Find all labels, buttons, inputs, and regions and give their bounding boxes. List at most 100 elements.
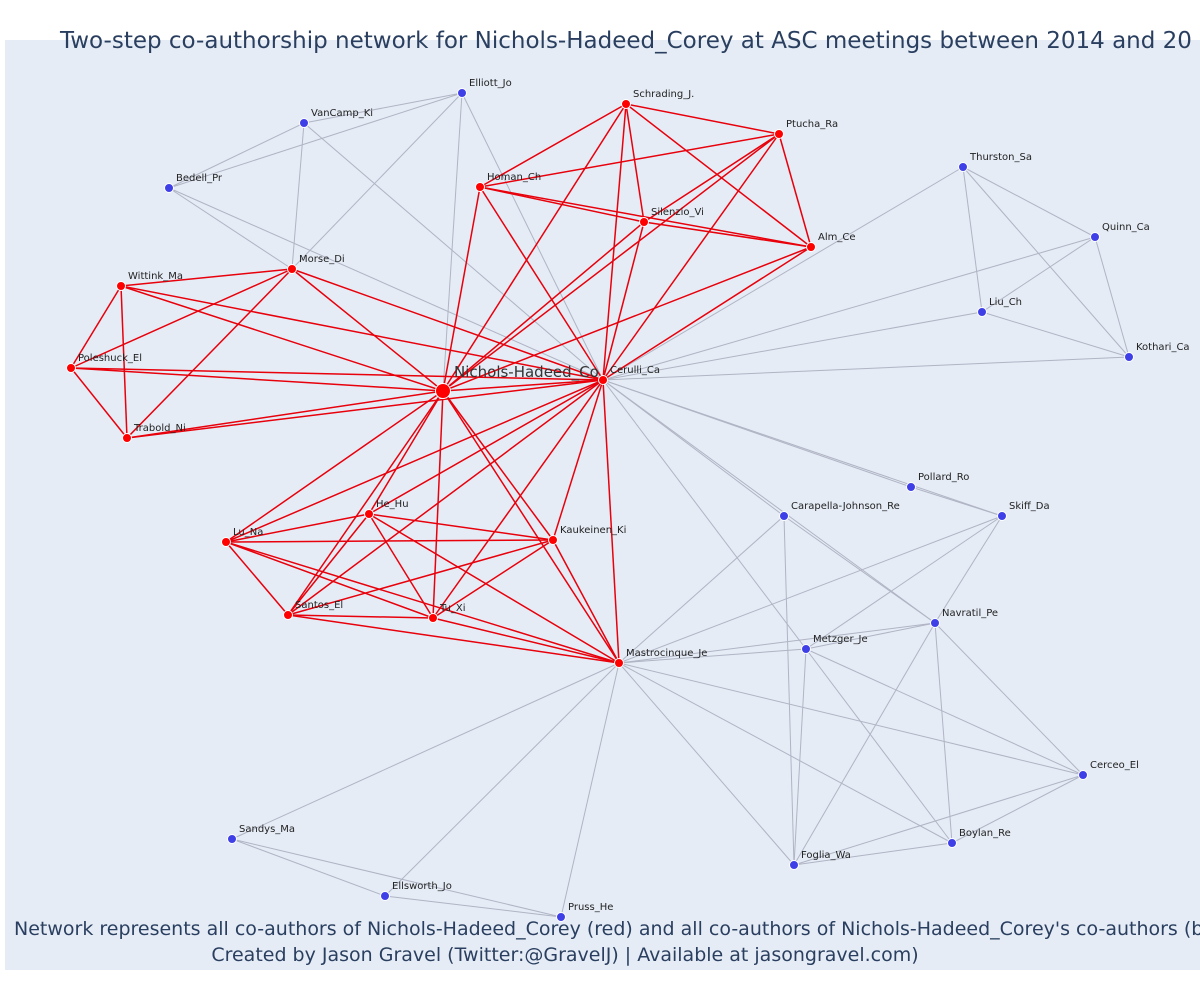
- node-label-Navratil_Pe: Navratil_Pe: [942, 608, 998, 619]
- edge-grey-Thurston_Sa-Kothari_Ca: [962, 166, 1130, 358]
- edge-grey-Metzger_Je-Cerceo_El: [805, 648, 1084, 776]
- node-Pruss_He[interactable]: [556, 912, 566, 922]
- edge-red-ego-Trabold_Ni: [126, 390, 444, 439]
- edge-grey-Mastrocinque_Je-Cerceo_El: [618, 662, 1084, 776]
- edge-red-ego-Homan_Ch: [442, 186, 481, 392]
- edge-red-ego-Kaukeinen_Ki: [442, 390, 554, 541]
- edge-red-ego-Cerulli_Ca: [442, 379, 604, 392]
- edge-grey-Navratil_Pe-Cerceo_El: [934, 622, 1084, 776]
- edge-red-ego-Lu_Na: [225, 390, 444, 543]
- node-Poleshuck_El[interactable]: [66, 363, 76, 373]
- node-Boylan_Re[interactable]: [947, 838, 957, 848]
- chart-title: Two-step co-authorship network for Nicho…: [60, 28, 1192, 54]
- edge-red-Schrading_J-Ptucha_Ra: [625, 103, 780, 135]
- edge-red-Homan_Ch-Alm_Ce: [479, 186, 812, 248]
- edge-grey-Elliott_Jo-ego: [442, 92, 463, 392]
- node-Navratil_Pe[interactable]: [930, 618, 940, 628]
- edge-grey-Mastrocinque_Je-Ellsworth_Jo: [384, 662, 620, 897]
- edge-red-He_Hu-Lu_Na: [225, 513, 370, 543]
- node-Elliott_Jo[interactable]: [457, 88, 467, 98]
- node-label-Mastrocinque_Je: Mastrocinque_Je: [626, 648, 707, 659]
- node-Sandys_Ma[interactable]: [227, 834, 237, 844]
- labels-group: Nichols-Hadeed_Co Cerulli_Ca Schrading_J. P…: [78, 78, 1190, 913]
- node-Santos_El[interactable]: [283, 610, 293, 620]
- node-Kothari_Ca[interactable]: [1124, 352, 1134, 362]
- edge-grey-Navratil_Pe-Mastrocinque_Je: [618, 622, 936, 664]
- node-label-Cerceo_El: Cerceo_El: [1090, 760, 1139, 771]
- edge-grey-Thurston_Sa-Cerulli_Ca: [602, 166, 964, 381]
- edge-red-ego-Poleshuck_El: [70, 367, 444, 392]
- node-label-Silenzio_Vi: Silenzio_Vi: [651, 207, 704, 218]
- plot-background: [5, 40, 1200, 970]
- edge-red-Homan_Ch-Silenzio_Vi: [479, 186, 645, 223]
- edge-red-Kaukeinen_Ki-Tu_Xi: [432, 539, 554, 619]
- node-label-Wittink_Ma: Wittink_Ma: [128, 271, 183, 282]
- edge-red-Wittink_Ma-Trabold_Ni: [120, 285, 128, 439]
- node-Wittink_Ma[interactable]: [116, 281, 126, 291]
- edge-grey-Metzger_Je-Foglia_Wa: [793, 648, 807, 866]
- edge-grey-Mastrocinque_Je-Foglia_Wa: [618, 662, 795, 866]
- edge-grey-Metzger_Je-Boylan_Re: [805, 648, 953, 844]
- edge-red-Silenzio_Vi-Alm_Ce: [643, 221, 812, 248]
- node-Thurston_Sa[interactable]: [958, 162, 968, 172]
- edge-grey-VanCamp_Ki-Cerulli_Ca: [303, 122, 604, 381]
- node-Lu_Na[interactable]: [221, 537, 231, 547]
- edge-red-ego-Ptucha_Ra: [442, 133, 780, 392]
- node-Tu_Xi[interactable]: [428, 613, 438, 623]
- node-Silenzio_Vi[interactable]: [639, 217, 649, 227]
- edge-grey-Mastrocinque_Je-Boylan_Re: [618, 662, 953, 844]
- node-Schrading_J[interactable]: [621, 99, 631, 109]
- edge-red-Poleshuck_El-Cerulli_Ca: [70, 367, 604, 381]
- node-label-Pollard_Ro: Pollard_Ro: [918, 472, 969, 483]
- node-VanCamp_Ki[interactable]: [299, 118, 309, 128]
- node-label-Ellsworth_Jo: Ellsworth_Jo: [392, 881, 452, 892]
- edge-red-ego-Alm_Ce: [442, 246, 812, 392]
- edge-grey-Elliott_Jo-Cerulli_Ca: [461, 92, 604, 381]
- edge-grey-Metzger_Je-Mastrocinque_Je: [618, 648, 807, 664]
- node-ego[interactable]: [435, 383, 451, 399]
- node-Carapella_Johnson_Re[interactable]: [779, 511, 789, 521]
- edge-grey-Cerceo_El-Foglia_Wa: [793, 774, 1084, 866]
- node-Mastrocinque_Je[interactable]: [614, 658, 624, 668]
- node-Cerulli_Ca[interactable]: [598, 375, 608, 385]
- node-Bedell_Pr[interactable]: [164, 183, 174, 193]
- node-label-Elliott_Jo: Elliott_Jo: [469, 78, 512, 89]
- node-He_Hu[interactable]: [364, 509, 374, 519]
- node-Trabold_Ni[interactable]: [122, 433, 132, 443]
- edge-grey-Carapella_Johnson_Re-Mastrocinque_Je: [618, 515, 785, 664]
- edge-red-Kaukeinen_Ki-Santos_El: [287, 539, 554, 616]
- edge-red-Lu_Na-Tu_Xi: [225, 541, 434, 619]
- node-Ptucha_Ra[interactable]: [774, 129, 784, 139]
- node-Kaukeinen_Ki[interactable]: [548, 535, 558, 545]
- node-Morse_Di[interactable]: [287, 264, 297, 274]
- node-label-ego: Nichols-Hadeed_Co: [454, 363, 599, 382]
- node-label-Thurston_Sa: Thurston_Sa: [969, 152, 1032, 163]
- edge-red-Kaukeinen_Ki-Mastrocinque_Je: [552, 539, 620, 664]
- edge-grey-Liu_Ch-Kothari_Ca: [981, 311, 1130, 358]
- edge-red-Lu_Na-Kaukeinen_Ki: [225, 539, 554, 543]
- node-Quinn_Ca[interactable]: [1090, 232, 1100, 242]
- node-Cerceo_El[interactable]: [1078, 770, 1088, 780]
- node-Metzger_Je[interactable]: [801, 644, 811, 654]
- node-Skiff_Da[interactable]: [997, 511, 1007, 521]
- edge-grey-Elliott_Jo-Bedell_Pr: [168, 92, 463, 189]
- edge-grey-Bedell_Pr-Morse_Di: [168, 187, 293, 270]
- edge-red-Ptucha_Ra-Silenzio_Vi: [643, 133, 780, 223]
- node-Pollard_Ro[interactable]: [906, 482, 916, 492]
- edge-red-Morse_Di-Trabold_Ni: [126, 268, 293, 439]
- node-Liu_Ch[interactable]: [977, 307, 987, 317]
- node-Alm_Ce[interactable]: [806, 242, 816, 252]
- edge-grey-Pollard_Ro-Skiff_Da: [910, 486, 1003, 517]
- edge-red-ego-Morse_Di: [291, 268, 444, 392]
- node-label-Alm_Ce: Alm_Ce: [818, 232, 856, 243]
- edge-grey-Sandys_Ma-Pruss_He: [231, 838, 562, 918]
- node-label-Pruss_He: Pruss_He: [568, 902, 613, 913]
- edge-grey-Kothari_Ca-Cerulli_Ca: [602, 356, 1130, 381]
- node-Foglia_Wa[interactable]: [789, 860, 799, 870]
- edge-red-Wittink_Ma-Poleshuck_El: [70, 285, 122, 369]
- node-Homan_Ch[interactable]: [475, 182, 485, 192]
- edge-grey-Thurston_Sa-Liu_Ch: [962, 166, 983, 313]
- edge-grey-Metzger_Je-Cerulli_Ca: [602, 379, 807, 650]
- node-Ellsworth_Jo[interactable]: [380, 891, 390, 901]
